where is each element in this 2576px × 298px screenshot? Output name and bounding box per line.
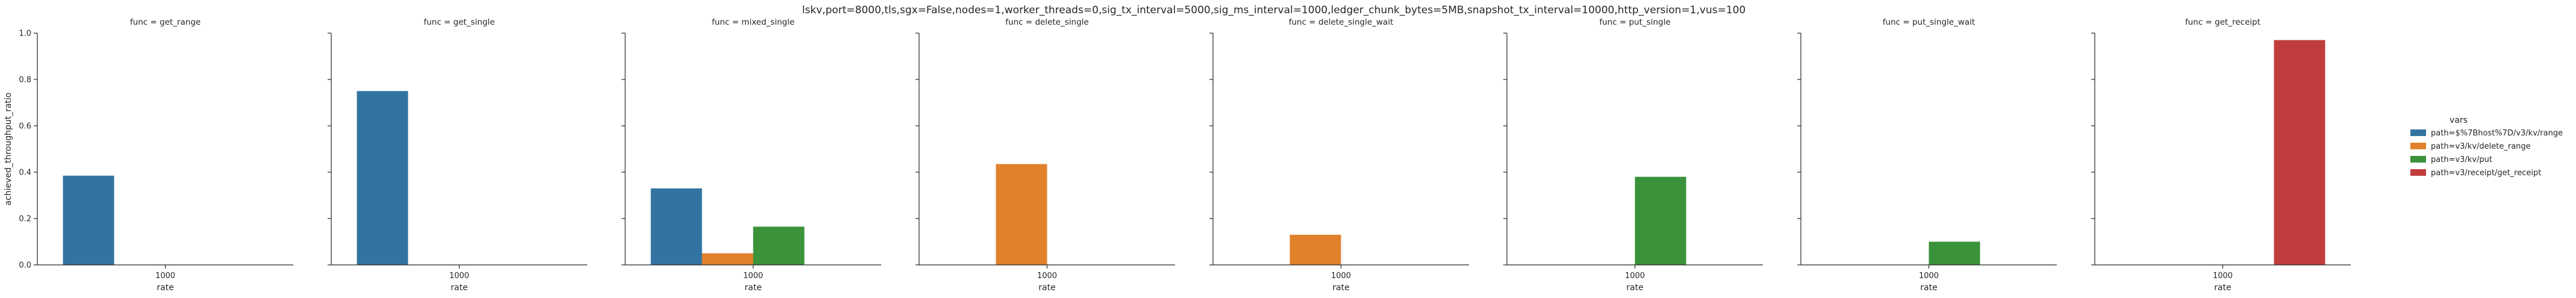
x-axis-label: rate — [1920, 283, 1937, 293]
x-axis-label: rate — [1038, 283, 1055, 293]
bar — [1635, 176, 1686, 265]
bar — [2274, 40, 2325, 265]
x-tick-label: 1000 — [1919, 272, 1939, 281]
panel-title: func = get_range — [130, 17, 201, 27]
x-tick-label: 1000 — [1037, 272, 1057, 281]
facet-panel: func = get_receipt 1000 rate — [2091, 17, 2351, 293]
chart-title: lskv,port=8000,tls,sgx=False,nodes=1,wor… — [802, 4, 1746, 16]
x-tick-label: 1000 — [743, 272, 763, 281]
legend-label: path=v3/kv/put — [2431, 155, 2492, 164]
legend-swatch — [2410, 156, 2426, 163]
legend: vars path=$%7Bhost%7D/v3/kv/range path=v3/… — [2410, 116, 2563, 178]
x-tick-label: 1000 — [449, 272, 469, 281]
bar — [63, 175, 114, 265]
x-axis-label: rate — [1626, 283, 1643, 293]
y-tick-label: 0.0 — [19, 261, 31, 270]
facet-panel: func = get_range 0.0 0.2 0.4 0.6 0.8 1.0 1000 ra… — [4, 17, 293, 293]
panel-title: func = delete_single — [1005, 17, 1088, 27]
x-axis-label: rate — [1332, 283, 1349, 293]
bar — [702, 253, 753, 265]
facet-panel: func = mixed_single 1000 rate — [622, 17, 881, 293]
facet-panel: func = delete_single_wait 1000 rate — [1209, 17, 1469, 293]
facet-panel: func = put_single_wait 1000 rate — [1797, 17, 2057, 293]
panel-title: func = mixed_single — [712, 17, 794, 27]
facet-panels: func = get_range 0.0 0.2 0.4 0.6 0.8 1.0 1000 ra… — [4, 17, 2351, 293]
y-tick-label: 0.4 — [19, 169, 31, 178]
bar — [1929, 241, 1980, 265]
facet-panel: func = put_single 1000 rate — [1503, 17, 1763, 293]
legend-swatch — [2410, 169, 2426, 176]
legend-label: path=v3/kv/delete_range — [2431, 142, 2531, 151]
panel-title: func = put_single_wait — [1883, 17, 1975, 27]
legend-title: vars — [2450, 116, 2468, 125]
x-tick-label: 1000 — [1625, 272, 1645, 281]
x-axis-label: rate — [2214, 283, 2231, 293]
x-axis-label: rate — [744, 283, 761, 293]
x-tick-label: 1000 — [1331, 272, 1351, 281]
panel-title: func = put_single — [1599, 17, 1670, 27]
y-tick-label: 0.2 — [19, 215, 31, 224]
legend-label: path=$%7Bhost%7D/v3/kv/range — [2431, 129, 2563, 138]
panel-title: func = get_single — [423, 17, 494, 27]
bar — [650, 188, 702, 265]
x-axis-label: rate — [451, 283, 467, 293]
bar — [357, 91, 408, 265]
facet-panel: func = get_single 1000 rate — [328, 17, 587, 293]
x-tick-label: 1000 — [155, 272, 175, 281]
y-axis-label: achieved_throughput_ratio — [4, 93, 13, 206]
legend-label: path=v3/receipt/get_receipt — [2431, 169, 2541, 178]
facet-panel: func = delete_single 1000 rate — [915, 17, 1175, 293]
legend-swatch — [2410, 143, 2426, 149]
bar — [753, 226, 805, 265]
y-tick-label: 0.8 — [19, 76, 31, 85]
y-tick-label: 0.6 — [19, 122, 31, 131]
legend-swatch — [2410, 129, 2426, 136]
x-axis-label: rate — [157, 283, 173, 293]
y-tick-label: 1.0 — [19, 29, 31, 39]
bar — [1290, 234, 1341, 265]
bar — [996, 164, 1047, 265]
panel-title: func = delete_single_wait — [1289, 17, 1394, 27]
x-tick-label: 1000 — [2213, 272, 2233, 281]
panel-title: func = get_receipt — [2185, 17, 2260, 27]
